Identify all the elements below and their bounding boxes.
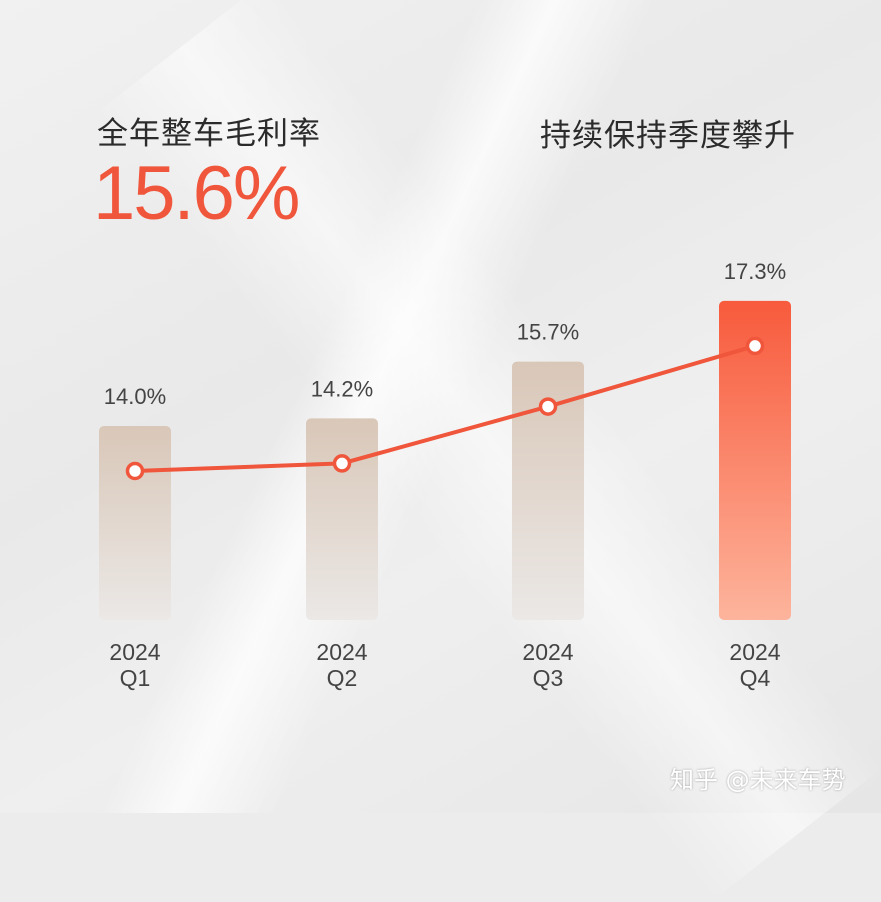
trend-point-q4 bbox=[745, 336, 765, 356]
data-label-q3: 15.7% bbox=[517, 320, 579, 345]
x-tick-quarter-q1: Q1 bbox=[120, 665, 151, 691]
x-tick-year-q4: 2024 bbox=[729, 639, 780, 665]
trend-line bbox=[133, 343, 757, 473]
data-label-q2: 14.2% bbox=[311, 376, 373, 401]
x-tick-quarter-q3: Q3 bbox=[533, 665, 564, 691]
data-label-q4: 17.3% bbox=[724, 259, 786, 284]
bar-q1 bbox=[99, 426, 171, 620]
labels-layer: 14.0%2024Q114.2%2024Q215.7%2024Q317.3%20… bbox=[104, 259, 786, 691]
data-label-q1: 14.0% bbox=[104, 384, 166, 409]
x-tick-year-q3: 2024 bbox=[522, 639, 573, 665]
page-title: 全年整车毛利率 bbox=[97, 116, 321, 152]
bar-q4 bbox=[719, 300, 791, 620]
x-tick-year-q2: 2024 bbox=[316, 639, 367, 665]
annual-gross-margin-value: 15.6% bbox=[93, 151, 300, 236]
page-subtitle: 持续保持季度攀升 bbox=[540, 118, 796, 154]
x-tick-quarter-q4: Q4 bbox=[740, 665, 771, 691]
trend-point-q3 bbox=[538, 397, 558, 416]
trend-point-q1 bbox=[125, 461, 145, 481]
bar-q3 bbox=[512, 361, 584, 620]
trend-point-q2 bbox=[332, 454, 352, 473]
bar-q2 bbox=[306, 418, 378, 620]
trend-line-layer bbox=[125, 336, 765, 481]
x-tick-year-q1: 2024 bbox=[109, 639, 160, 665]
bars-layer bbox=[99, 300, 791, 620]
watermark: 知乎 @未来车势 bbox=[670, 766, 846, 794]
gross-margin-chart: 14.0%2024Q114.2%2024Q215.7%2024Q317.3%20… bbox=[99, 259, 791, 691]
x-tick-quarter-q2: Q2 bbox=[327, 665, 358, 691]
